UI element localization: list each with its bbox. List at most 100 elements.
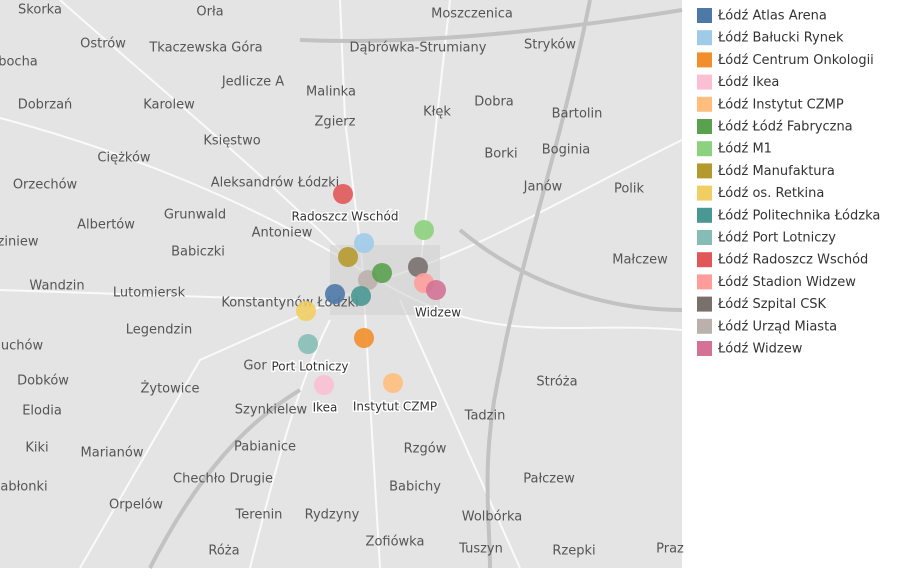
place-label: ziniew [0,235,39,250]
place-label: Chechło Drugie [173,472,273,487]
legend-swatch [697,252,712,268]
place-label: Orła [196,5,223,20]
place-label: Ostrów [80,37,126,52]
place-label: Karolew [143,98,195,113]
place-label: Rydzyny [305,508,360,523]
place-label: Dobra [474,95,514,110]
place-label: Konstantynów Łódzki [221,296,358,311]
place-label: Grunwald [164,208,226,223]
place-label: Babichy [389,480,441,495]
place-label: Zgierz [315,115,356,130]
point-label: Instytut CZMP [353,400,437,414]
legend-swatch [697,230,712,245]
place-label: Kłęk [423,105,451,120]
place-label: Szynkielew [235,403,308,418]
legend-swatch [697,30,712,46]
place-label: Polik [614,182,645,197]
legend-label: Łódź Stadion Widzew [717,275,856,290]
place-label: Rzepki [552,544,595,559]
place-label: Malinka [306,85,356,100]
station-marker [383,373,403,393]
point-label: Radoszcz Wschód [292,210,399,224]
legend-swatch [697,52,712,68]
place-label: Orpelów [109,498,163,513]
place-label: Marianów [81,446,144,461]
place-label: Dąbrówka-Strumiany [350,41,487,56]
station-marker [354,233,374,253]
station-marker [351,286,371,306]
place-label: Jedlicze A [221,75,284,90]
place-label: Wandzin [29,279,84,294]
legend-label: Łódź Instytut CZMP [717,97,844,112]
place-label: Aleksandrów Łódzki [211,176,340,191]
place-label: Ciężków [97,151,151,166]
legend-label: Łódź os. Retkina [717,186,824,201]
station-marker [296,301,316,321]
place-label: bocha [0,55,38,70]
legend-swatch [697,8,712,23]
place-label: uchów [1,339,44,354]
place-label: Tkaczewska Góra [148,41,262,56]
place-label: Pabianice [234,440,296,455]
legend-label: Łódź Centrum Onkologii [717,53,874,68]
station-marker [298,334,318,354]
point-label: Port Lotniczy [271,360,348,374]
legend-swatch [697,185,712,201]
place-label: Antoniew [252,226,313,241]
legend-label: Łódź Szpital CSK [717,297,827,312]
place-label: Dobków [17,374,69,389]
place-label: Borki [484,147,517,162]
station-marker [408,257,428,277]
legend-swatch [697,163,712,179]
legend-swatch [697,296,712,312]
place-label: Bartolin [552,107,603,122]
place-label: Dobrzań [18,98,73,113]
legend-swatch [697,74,712,90]
place-label: Babiczki [171,245,225,260]
legend-label: Łódź Ikea [717,75,779,90]
legend-label: Łódź Politechnika Łódzka [717,208,880,223]
place-label: Księstwo [203,134,260,149]
legend-swatch [697,318,712,334]
place-label: Terenin [235,508,283,523]
legend-swatch [697,119,712,134]
legend-swatch [697,141,712,157]
station-marker [314,375,334,395]
station-marker [414,220,434,240]
place-label: Tuszyn [458,542,503,557]
place-label: Legendzin [126,323,192,338]
place-label: Gor [243,359,267,374]
place-label: Kiki [25,441,48,456]
place-label: Małczew [612,253,668,268]
place-label: Pałczew [523,472,575,487]
place-label: Albertów [77,218,135,233]
place-label: Róża [208,544,239,559]
highways [148,0,683,569]
place-label: Orzechów [13,178,78,193]
legend-swatch [697,274,712,290]
legend-label: Łódź Atlas Arena [717,9,827,24]
place-label: abłonki [0,480,47,495]
station-marker [333,184,353,204]
place-label: Stróża [536,375,577,390]
legend-label: Łódź Manufaktura [717,164,835,179]
station-marker [372,263,392,283]
legend-label: Łódź Bałucki Rynek [717,31,844,46]
legend-swatch [697,96,712,112]
point-label: Widzew [415,306,461,320]
place-label: Janów [523,180,563,195]
station-marker [325,284,345,304]
place-label: Skorka [18,3,62,18]
legend-label: Łódź M1 [717,142,772,157]
place-label: Stryków [524,38,576,53]
place-label: Moszczenica [431,7,513,22]
legend-label: Łódź Radoszcz Wschód [717,253,868,268]
station-marker [338,247,358,267]
place-label: Wolbórka [462,510,522,525]
legend-label: Łódź Port Lotniczy [717,231,836,246]
station-marker [426,280,446,300]
legend-label: Łódź Widzew [717,342,803,357]
place-label: Lutomiersk [113,286,186,301]
place-label: Rzgów [404,442,447,457]
